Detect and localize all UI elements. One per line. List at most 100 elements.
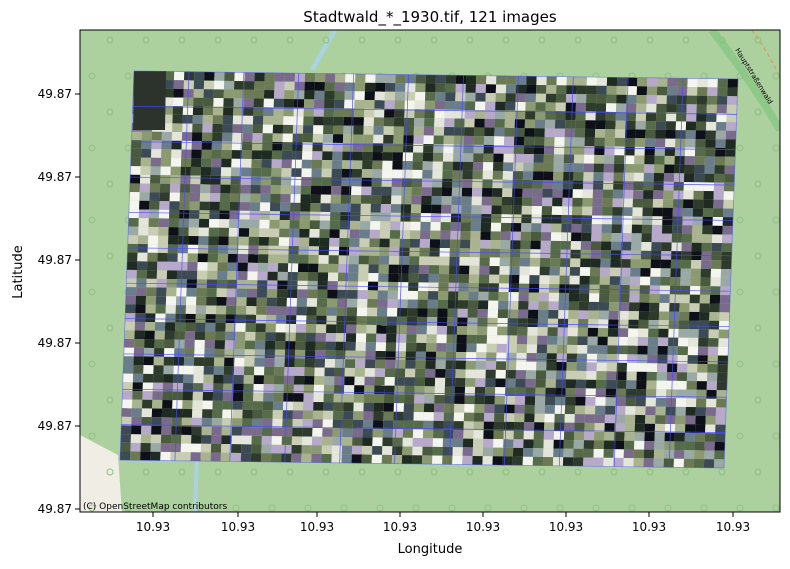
mosaic-pixel xyxy=(597,336,608,346)
mosaic-pixel xyxy=(215,305,227,315)
mosaic-pixel xyxy=(304,90,315,100)
mosaic-pixel xyxy=(695,121,707,131)
mosaic-pixel xyxy=(366,316,377,326)
mosaic-pixel xyxy=(190,452,201,462)
tree-symbol-icon xyxy=(286,468,294,476)
mosaic-pixel xyxy=(392,169,403,179)
mosaic-pixel xyxy=(136,269,147,279)
mosaic-pixel xyxy=(302,427,313,437)
mosaic-pixel xyxy=(142,399,153,409)
mosaic-pixel xyxy=(150,166,161,176)
mosaic-pixel xyxy=(425,368,436,378)
mosaic-pixel xyxy=(252,141,263,151)
mosaic-pixel xyxy=(130,148,142,158)
mosaic-pixel xyxy=(486,352,497,362)
mosaic-pixel xyxy=(455,377,466,387)
mosaic-pixel xyxy=(665,138,676,148)
mosaic-pixel xyxy=(490,231,501,241)
mosaic-pixel xyxy=(605,120,616,130)
mosaic-pixel xyxy=(141,425,152,435)
mosaic-pixel xyxy=(464,101,476,111)
mosaic-pixel xyxy=(182,400,193,410)
mosaic-pixel xyxy=(305,341,316,351)
mosaic-pixel xyxy=(522,456,534,466)
mosaic-pixel xyxy=(201,132,213,142)
mosaic-pixel xyxy=(577,327,589,337)
mosaic-pixel xyxy=(166,279,177,288)
mosaic-pixel xyxy=(434,377,446,387)
mosaic-pixel xyxy=(198,218,210,228)
mosaic-pixel xyxy=(611,224,622,234)
mosaic-pixel xyxy=(352,134,364,144)
mosaic-pixel xyxy=(235,323,246,332)
mosaic-pixel xyxy=(639,276,651,286)
mosaic-pixel xyxy=(312,151,323,160)
mosaic-pixel xyxy=(254,349,265,359)
tree-symbol-icon xyxy=(178,468,186,476)
tree-symbol-icon xyxy=(718,468,726,476)
mosaic-pixel xyxy=(549,284,560,293)
mosaic-pixel xyxy=(362,437,373,447)
mosaic-pixel xyxy=(676,380,687,390)
mosaic-pixel xyxy=(375,350,386,360)
mosaic-pixel xyxy=(150,443,161,452)
mosaic-pixel xyxy=(202,123,213,133)
mosaic-pixel xyxy=(223,374,234,384)
mosaic-pixel xyxy=(383,126,394,135)
mosaic-pixel xyxy=(504,395,516,405)
mosaic-pixel xyxy=(381,169,393,179)
mosaic-pixel xyxy=(483,136,495,145)
mosaic-pixel xyxy=(420,213,432,222)
mosaic-pixel xyxy=(687,355,698,364)
mosaic-pixel xyxy=(501,205,512,215)
mosaic-pixel xyxy=(576,353,588,363)
mosaic-pixel xyxy=(563,171,574,181)
mosaic-pixel xyxy=(251,427,263,436)
mosaic-pixel xyxy=(621,224,633,234)
mosaic-pixel xyxy=(365,342,377,351)
mosaic-pixel xyxy=(405,342,417,352)
mosaic-pixel xyxy=(205,322,216,332)
mosaic-pixel xyxy=(357,281,369,291)
mosaic-pixel xyxy=(679,285,691,295)
mosaic-pixel xyxy=(451,187,463,197)
mosaic-pixel xyxy=(545,93,557,103)
mosaic-pixel xyxy=(524,396,536,405)
mosaic-pixel xyxy=(358,272,369,282)
mosaic-pixel xyxy=(201,158,212,168)
mosaic-pixel xyxy=(537,327,548,336)
mosaic-pixel xyxy=(237,271,248,281)
mosaic-pixel xyxy=(259,202,271,212)
mosaic-pixel xyxy=(412,152,424,162)
mosaic-pixel xyxy=(455,92,466,102)
mosaic-pixel xyxy=(692,225,703,235)
mosaic-pixel xyxy=(162,391,173,401)
mosaic-pixel xyxy=(372,143,384,153)
mosaic-pixel xyxy=(668,320,679,330)
mosaic-pixel xyxy=(283,116,294,125)
mosaic-pixel xyxy=(533,145,545,155)
mosaic-pixel xyxy=(151,140,162,150)
mosaic-pixel xyxy=(436,325,448,335)
mosaic-pixel xyxy=(150,434,162,444)
mosaic-pixel xyxy=(251,444,262,454)
mosaic-pixel xyxy=(357,290,368,299)
mosaic-pixel xyxy=(158,209,170,219)
mosaic-pixel xyxy=(660,268,671,278)
mosaic-pixel xyxy=(472,456,483,465)
mosaic-pixel xyxy=(706,95,718,105)
mosaic-pixel xyxy=(324,99,335,109)
mosaic-pixel xyxy=(143,347,155,357)
mosaic-pixel xyxy=(507,309,519,319)
mosaic-pixel xyxy=(288,246,299,255)
mosaic-pixel xyxy=(619,285,630,294)
mosaic-pixel xyxy=(213,383,224,393)
mosaic-pixel xyxy=(179,192,191,202)
mosaic-pixel xyxy=(565,94,577,103)
mosaic-pixel xyxy=(364,376,375,386)
mosaic-pixel xyxy=(459,265,470,275)
mosaic-pixel xyxy=(454,118,465,128)
mosaic-pixel xyxy=(491,214,502,223)
tree-symbol-icon xyxy=(232,504,240,512)
mosaic-pixel xyxy=(366,307,378,317)
